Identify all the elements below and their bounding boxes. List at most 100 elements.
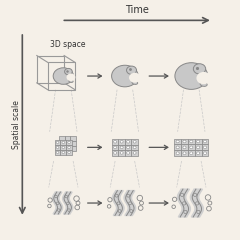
Ellipse shape <box>202 75 209 81</box>
Ellipse shape <box>190 146 193 149</box>
Bar <box>188 144 195 150</box>
Ellipse shape <box>197 146 200 149</box>
Ellipse shape <box>195 202 199 205</box>
Bar <box>125 139 131 144</box>
Bar <box>202 144 208 150</box>
Bar <box>59 136 65 141</box>
Bar <box>60 145 66 150</box>
Bar <box>65 136 70 141</box>
Ellipse shape <box>190 140 193 143</box>
Bar <box>112 150 118 156</box>
Polygon shape <box>195 189 203 217</box>
Ellipse shape <box>193 193 197 197</box>
Ellipse shape <box>133 152 136 154</box>
Ellipse shape <box>176 146 179 149</box>
Bar <box>125 144 131 150</box>
Polygon shape <box>56 192 63 214</box>
Ellipse shape <box>133 146 136 149</box>
Ellipse shape <box>133 141 136 143</box>
Polygon shape <box>128 191 136 216</box>
Bar <box>60 140 66 145</box>
Ellipse shape <box>53 68 73 84</box>
Bar <box>174 144 181 150</box>
Ellipse shape <box>193 64 206 74</box>
Bar <box>66 140 72 145</box>
Polygon shape <box>117 191 124 216</box>
Bar <box>174 150 181 156</box>
Ellipse shape <box>120 146 123 149</box>
Bar <box>66 145 72 150</box>
Bar <box>202 150 208 156</box>
Ellipse shape <box>127 141 130 143</box>
Ellipse shape <box>180 193 184 197</box>
Ellipse shape <box>120 141 123 143</box>
Ellipse shape <box>56 151 59 153</box>
Ellipse shape <box>56 202 59 204</box>
Text: 3D space: 3D space <box>50 40 85 49</box>
Bar <box>195 144 202 150</box>
Bar <box>55 145 60 150</box>
Bar <box>174 138 181 144</box>
Ellipse shape <box>134 76 139 80</box>
Polygon shape <box>177 189 186 217</box>
Bar <box>188 138 195 144</box>
Bar <box>65 146 70 151</box>
Ellipse shape <box>62 146 65 149</box>
Polygon shape <box>112 191 120 216</box>
Ellipse shape <box>183 152 186 155</box>
Ellipse shape <box>56 146 59 149</box>
Bar <box>118 139 125 144</box>
Ellipse shape <box>114 152 117 154</box>
Ellipse shape <box>69 80 73 82</box>
Ellipse shape <box>126 66 137 74</box>
Ellipse shape <box>120 152 123 154</box>
Ellipse shape <box>67 202 69 204</box>
Ellipse shape <box>115 194 118 197</box>
Ellipse shape <box>176 140 179 143</box>
Ellipse shape <box>68 151 71 153</box>
Bar <box>55 140 60 145</box>
Bar <box>195 138 202 144</box>
Bar <box>131 139 138 144</box>
Ellipse shape <box>197 140 200 143</box>
Ellipse shape <box>197 152 200 155</box>
Ellipse shape <box>127 152 130 154</box>
Polygon shape <box>190 189 199 217</box>
Bar <box>195 150 202 156</box>
Ellipse shape <box>68 209 70 211</box>
Polygon shape <box>52 192 59 214</box>
Ellipse shape <box>70 76 74 79</box>
Bar <box>70 136 76 141</box>
Bar <box>181 138 188 144</box>
Ellipse shape <box>204 152 207 155</box>
Text: Spatial scale: Spatial scale <box>12 101 21 149</box>
Bar <box>118 150 125 156</box>
Polygon shape <box>66 192 73 214</box>
Ellipse shape <box>117 202 120 205</box>
Bar <box>66 150 72 155</box>
Bar <box>70 141 76 146</box>
Ellipse shape <box>127 194 130 197</box>
Ellipse shape <box>204 146 207 149</box>
Ellipse shape <box>183 140 186 143</box>
Ellipse shape <box>197 210 200 214</box>
Ellipse shape <box>62 141 65 144</box>
Bar <box>59 141 65 146</box>
Bar <box>181 144 188 150</box>
Ellipse shape <box>176 152 179 155</box>
Ellipse shape <box>190 152 193 155</box>
Bar <box>112 144 118 150</box>
Bar <box>131 144 138 150</box>
Bar <box>70 146 76 151</box>
Ellipse shape <box>204 140 207 143</box>
Ellipse shape <box>66 73 75 81</box>
Bar <box>181 150 188 156</box>
Ellipse shape <box>184 210 187 214</box>
Bar <box>55 150 60 155</box>
Bar <box>65 141 70 146</box>
Ellipse shape <box>65 195 68 198</box>
Ellipse shape <box>114 146 117 149</box>
Bar <box>131 150 138 156</box>
Bar <box>112 139 118 144</box>
Ellipse shape <box>182 202 186 205</box>
